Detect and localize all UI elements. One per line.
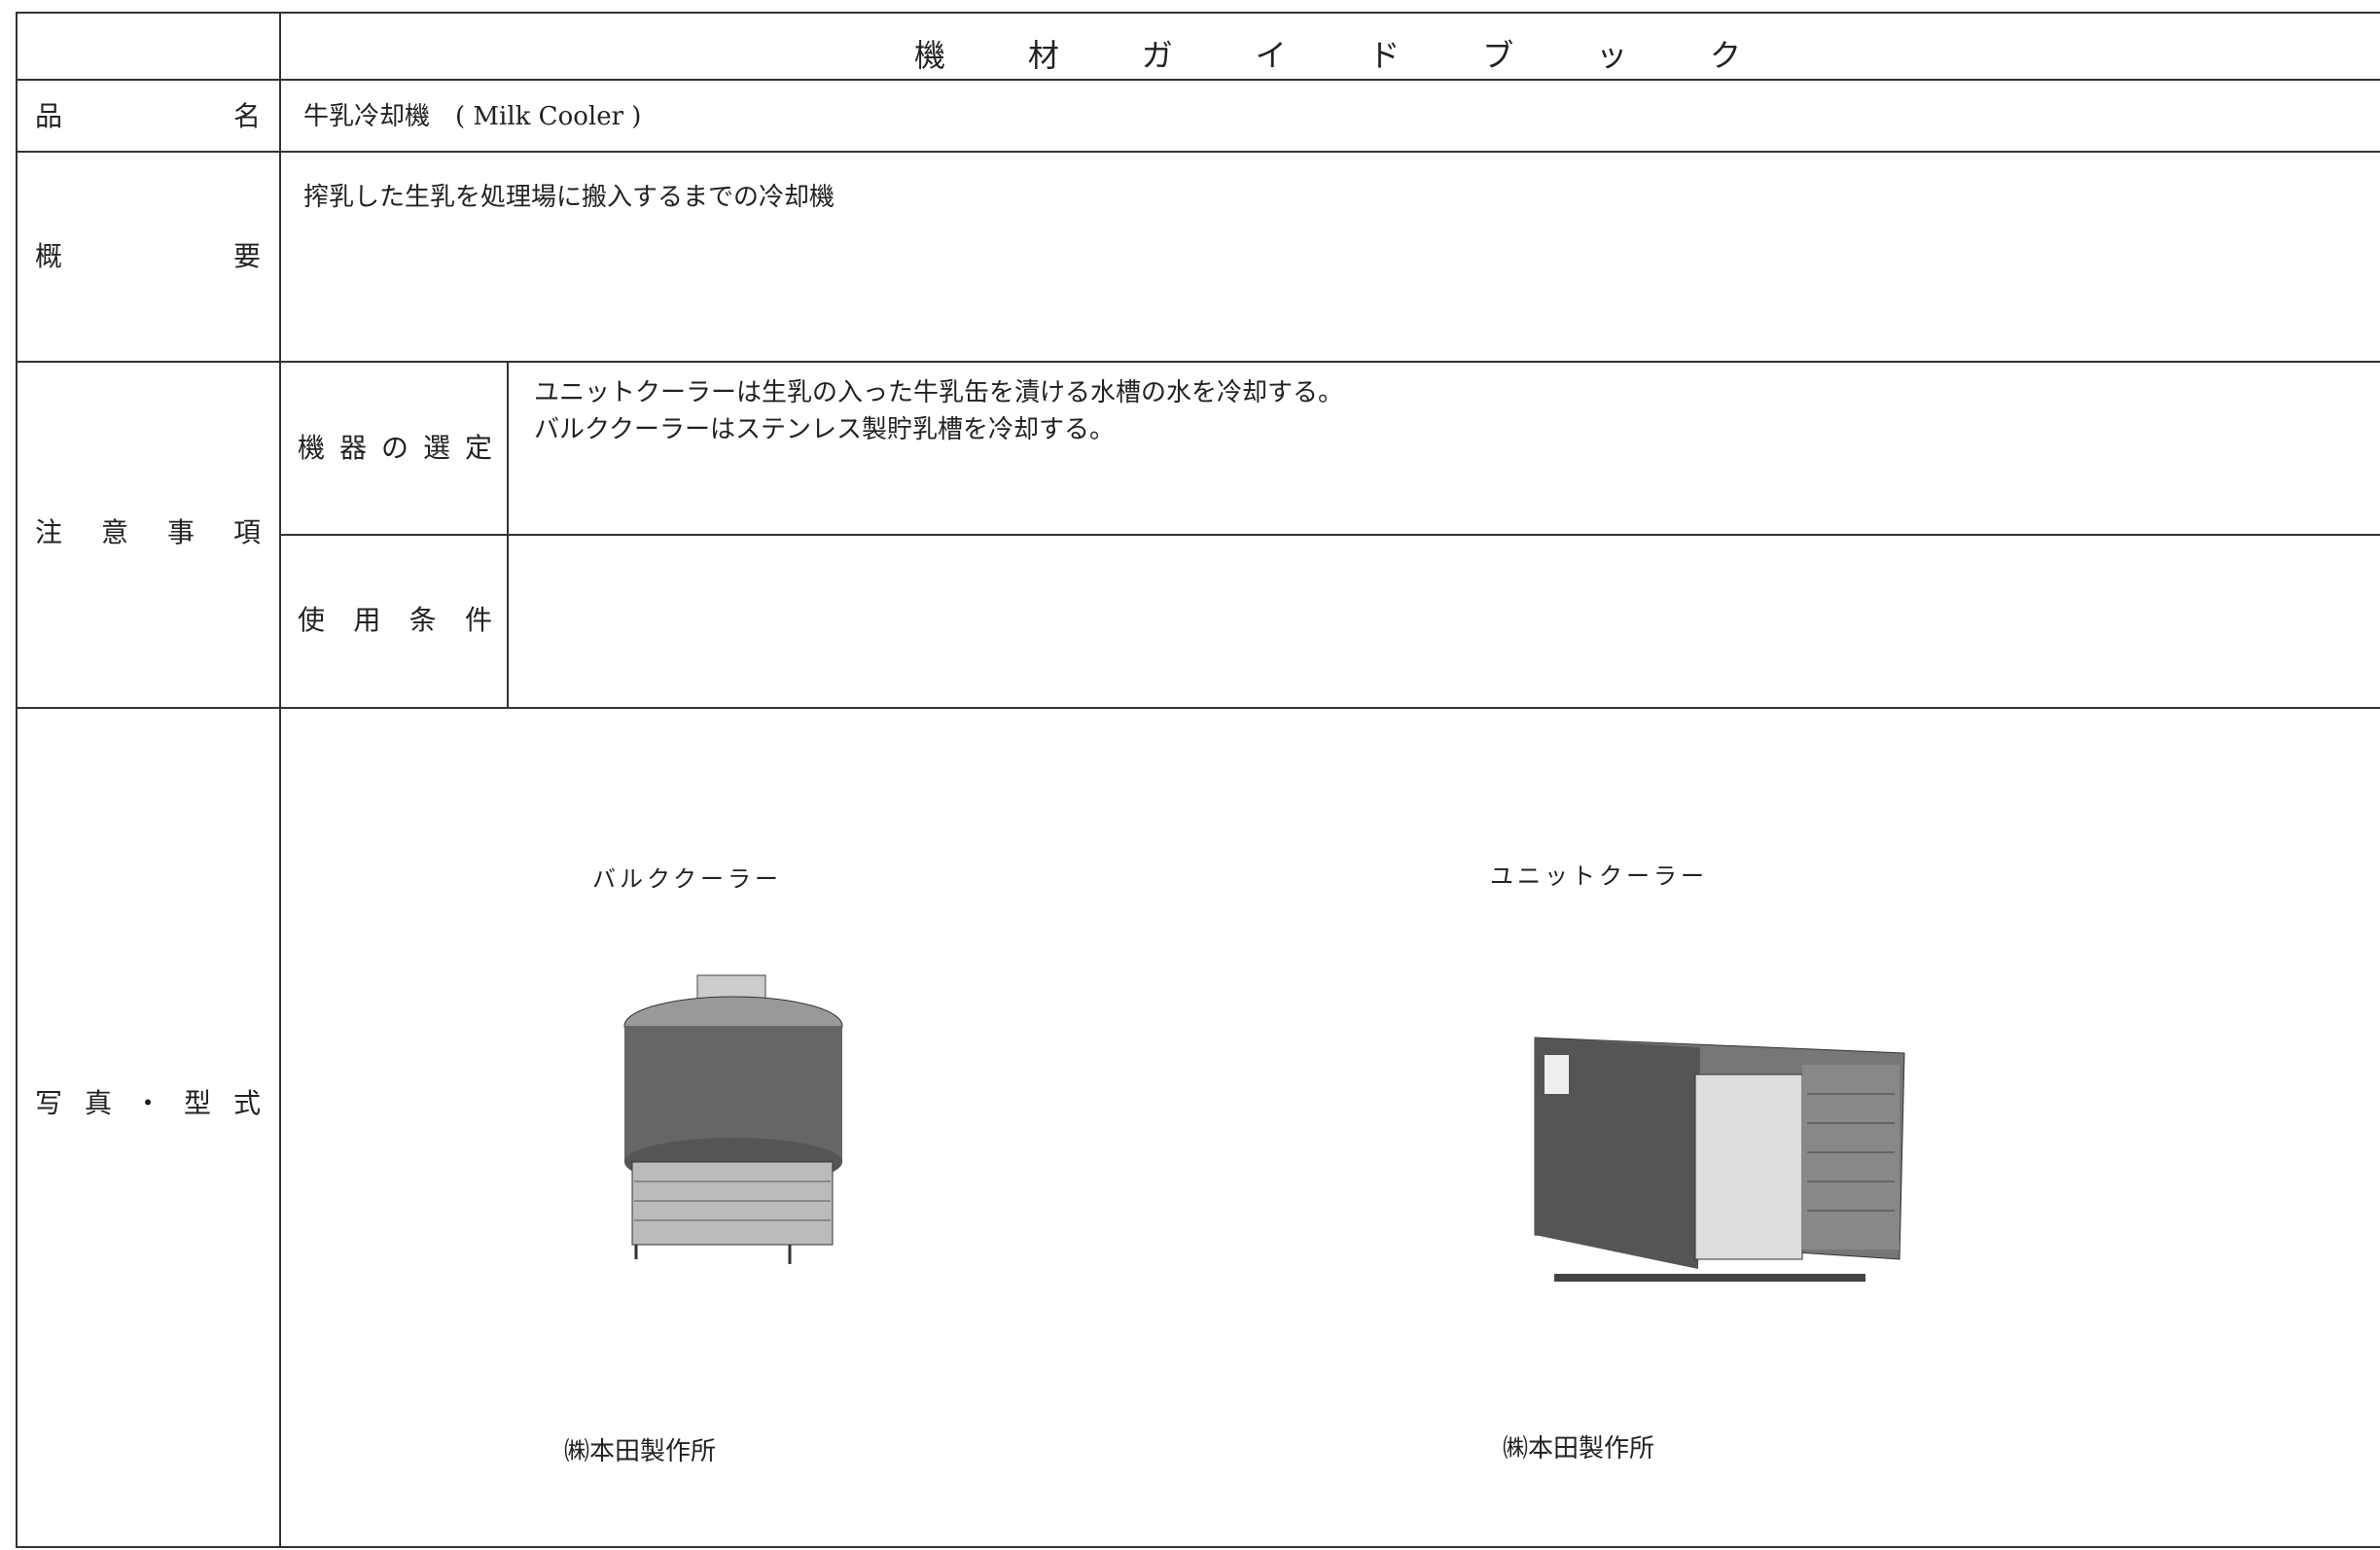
rule bbox=[16, 79, 2380, 81]
photo-bulk-cooler bbox=[623, 974, 843, 1264]
rule bbox=[16, 12, 18, 1548]
rule bbox=[279, 12, 281, 1548]
value: 搾乳した生乳を処理場に搬入するまでの冷却機 bbox=[303, 183, 835, 212]
label: 注 意 事 項 bbox=[35, 516, 261, 548]
label: 使 用 条 件 bbox=[298, 604, 492, 636]
rule bbox=[16, 12, 2380, 14]
title: 機材ガイドブック bbox=[914, 37, 1741, 74]
value: 牛乳冷却機 ( Milk Cooler ) bbox=[303, 102, 642, 131]
label: 概 要 bbox=[35, 240, 261, 272]
maker: ㈱本田製作所 bbox=[564, 1437, 717, 1466]
rule bbox=[16, 1546, 2380, 1548]
caption: ユニットクーラー bbox=[1490, 863, 1708, 890]
rule bbox=[507, 361, 509, 707]
label: 写 真 ・ 型 式 bbox=[35, 1087, 261, 1119]
photo-unit-cooler bbox=[1534, 1037, 1905, 1282]
rule bbox=[16, 361, 2380, 363]
value: ユニットクーラーは生乳の入った牛乳缶を漬ける水槽の水を冷却する。 bbox=[534, 378, 1344, 407]
caption: バルククーラー bbox=[592, 865, 783, 893]
rule bbox=[16, 707, 2380, 709]
rule bbox=[16, 151, 2380, 153]
maker: ㈱本田製作所 bbox=[1503, 1434, 1655, 1463]
label: 品 名 bbox=[35, 100, 261, 132]
rule bbox=[279, 534, 2380, 536]
value: バルククーラーはステンレス製貯乳槽を冷却する。 bbox=[534, 415, 1115, 444]
label: 機 器 の 選 定 bbox=[298, 432, 492, 464]
